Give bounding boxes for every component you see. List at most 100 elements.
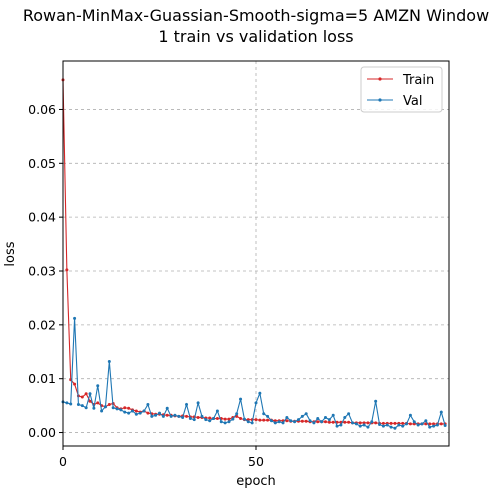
series-train-point bbox=[393, 421, 397, 425]
series-train-point bbox=[343, 420, 347, 424]
series-train-point bbox=[362, 421, 366, 425]
series-val-point bbox=[308, 419, 312, 423]
chart-title-line-1: Rowan-MinMax-Guassian-Smooth-sigma=5 AMZ… bbox=[23, 6, 489, 25]
series-val-point bbox=[158, 411, 161, 415]
series-val-point bbox=[161, 414, 165, 418]
series-val-point bbox=[181, 415, 185, 419]
series-val-point bbox=[250, 421, 254, 425]
series-val-point bbox=[254, 401, 258, 405]
series-val-point bbox=[134, 412, 138, 416]
series-val-point bbox=[401, 424, 405, 428]
series-val-point bbox=[416, 423, 420, 427]
legend-item-val: Val bbox=[367, 94, 422, 109]
series-val-point bbox=[339, 423, 343, 427]
y-tick-label: 0.00 bbox=[28, 425, 56, 440]
series-val-point bbox=[327, 418, 331, 422]
series-train-point bbox=[258, 418, 262, 422]
series-train-point bbox=[266, 418, 270, 422]
series-val-point bbox=[88, 392, 92, 396]
series-train-point bbox=[381, 421, 385, 425]
y-axis-label: loss bbox=[3, 241, 18, 266]
series-val-point bbox=[381, 424, 385, 428]
series-train-point bbox=[347, 420, 351, 424]
series-val-point bbox=[443, 424, 447, 428]
y-axis: 0.00 0.01 0.02 0.03 0.04 0.05 0.06 bbox=[28, 102, 63, 440]
series-val-point bbox=[316, 417, 320, 421]
series-val-point bbox=[80, 404, 84, 408]
series-val-point bbox=[200, 414, 204, 418]
series-train-point bbox=[88, 399, 92, 403]
series-val-point bbox=[262, 412, 266, 416]
chart-title-line-2: 1 train vs validation loss bbox=[158, 27, 353, 46]
series-train-point bbox=[65, 268, 69, 272]
y-tick-label: 0.04 bbox=[28, 210, 56, 225]
series-train-point bbox=[262, 418, 266, 422]
series-val bbox=[61, 316, 447, 430]
series-train-point bbox=[208, 416, 212, 420]
series-val-point bbox=[127, 411, 131, 415]
series-val-point bbox=[219, 420, 223, 424]
series-val-point bbox=[405, 422, 409, 426]
series-train-point bbox=[107, 403, 111, 407]
series-val-point bbox=[273, 421, 277, 425]
series-train-point bbox=[401, 421, 405, 425]
y-tick-label: 0.01 bbox=[28, 371, 56, 386]
series-val-point bbox=[123, 410, 127, 414]
series-train-point bbox=[432, 422, 436, 426]
series-val-point bbox=[212, 417, 216, 421]
series-train bbox=[61, 78, 447, 426]
series-val-point bbox=[142, 409, 146, 413]
series-val-point bbox=[173, 413, 177, 417]
series-train-point bbox=[389, 421, 393, 425]
series-val-point bbox=[266, 414, 270, 418]
series-val-point bbox=[424, 419, 428, 423]
series-val-point bbox=[103, 405, 107, 409]
chart-title: Rowan-MinMax-Guassian-Smooth-sigma=5 AMZ… bbox=[23, 6, 489, 46]
series-val-point bbox=[96, 384, 100, 388]
series-train-point bbox=[412, 422, 416, 426]
series-val-point bbox=[362, 423, 366, 427]
series-val-point bbox=[435, 423, 439, 427]
series-val-point bbox=[196, 401, 200, 405]
series-train-point bbox=[273, 419, 277, 423]
series-train-point bbox=[185, 414, 189, 418]
y-tick-label: 0.02 bbox=[28, 317, 56, 332]
series-val-point bbox=[150, 414, 154, 418]
legend-label-train: Train bbox=[402, 73, 434, 88]
series-train-point bbox=[304, 419, 308, 423]
series-val-point bbox=[92, 406, 96, 410]
series-val-point bbox=[420, 422, 424, 426]
series-val-point bbox=[235, 412, 239, 416]
series-train-point bbox=[439, 422, 443, 426]
series-train-point bbox=[227, 417, 231, 421]
series-val-point bbox=[320, 420, 324, 424]
series-val-point bbox=[154, 413, 158, 417]
series-val-point bbox=[432, 424, 436, 428]
series-val-point bbox=[246, 420, 250, 424]
series-val-point bbox=[239, 397, 243, 401]
x-tick-label: 50 bbox=[248, 454, 264, 469]
series-train-point bbox=[374, 421, 378, 425]
series-val-point bbox=[215, 409, 219, 413]
legend-item-train: Train bbox=[367, 73, 434, 88]
series-train-point bbox=[146, 411, 150, 415]
x-axis: 0 50 bbox=[59, 446, 264, 469]
series-train-point bbox=[123, 406, 127, 410]
series-val-point bbox=[208, 419, 212, 423]
x-axis-label: epoch bbox=[236, 474, 276, 489]
series-train-point bbox=[316, 420, 320, 424]
series-train-point bbox=[196, 415, 200, 419]
series-val-point bbox=[185, 403, 189, 407]
y-tick-label: 0.06 bbox=[28, 102, 56, 117]
series-train-point bbox=[127, 406, 131, 410]
series-val-point bbox=[351, 421, 354, 425]
series-val-point bbox=[130, 409, 134, 413]
series-val-point bbox=[312, 421, 316, 425]
series-val-point bbox=[169, 414, 173, 418]
series-val-point bbox=[304, 412, 308, 416]
series-train-point bbox=[424, 422, 428, 426]
series-train-point bbox=[428, 422, 432, 426]
series-val-point bbox=[343, 415, 347, 419]
series-val-point bbox=[192, 418, 196, 422]
